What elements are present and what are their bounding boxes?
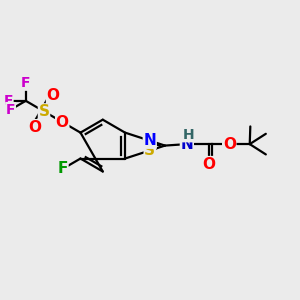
Text: N: N bbox=[143, 133, 156, 148]
Text: O: O bbox=[28, 120, 41, 135]
Text: S: S bbox=[144, 143, 155, 158]
Text: F: F bbox=[4, 94, 13, 108]
Text: H: H bbox=[182, 128, 194, 142]
Text: O: O bbox=[223, 136, 236, 152]
Text: S: S bbox=[38, 104, 50, 119]
Text: F: F bbox=[6, 103, 15, 117]
Text: N: N bbox=[181, 136, 193, 152]
Text: F: F bbox=[21, 76, 31, 90]
Text: F: F bbox=[58, 161, 68, 176]
Text: O: O bbox=[202, 157, 215, 172]
Text: O: O bbox=[56, 115, 69, 130]
Text: O: O bbox=[46, 88, 60, 103]
